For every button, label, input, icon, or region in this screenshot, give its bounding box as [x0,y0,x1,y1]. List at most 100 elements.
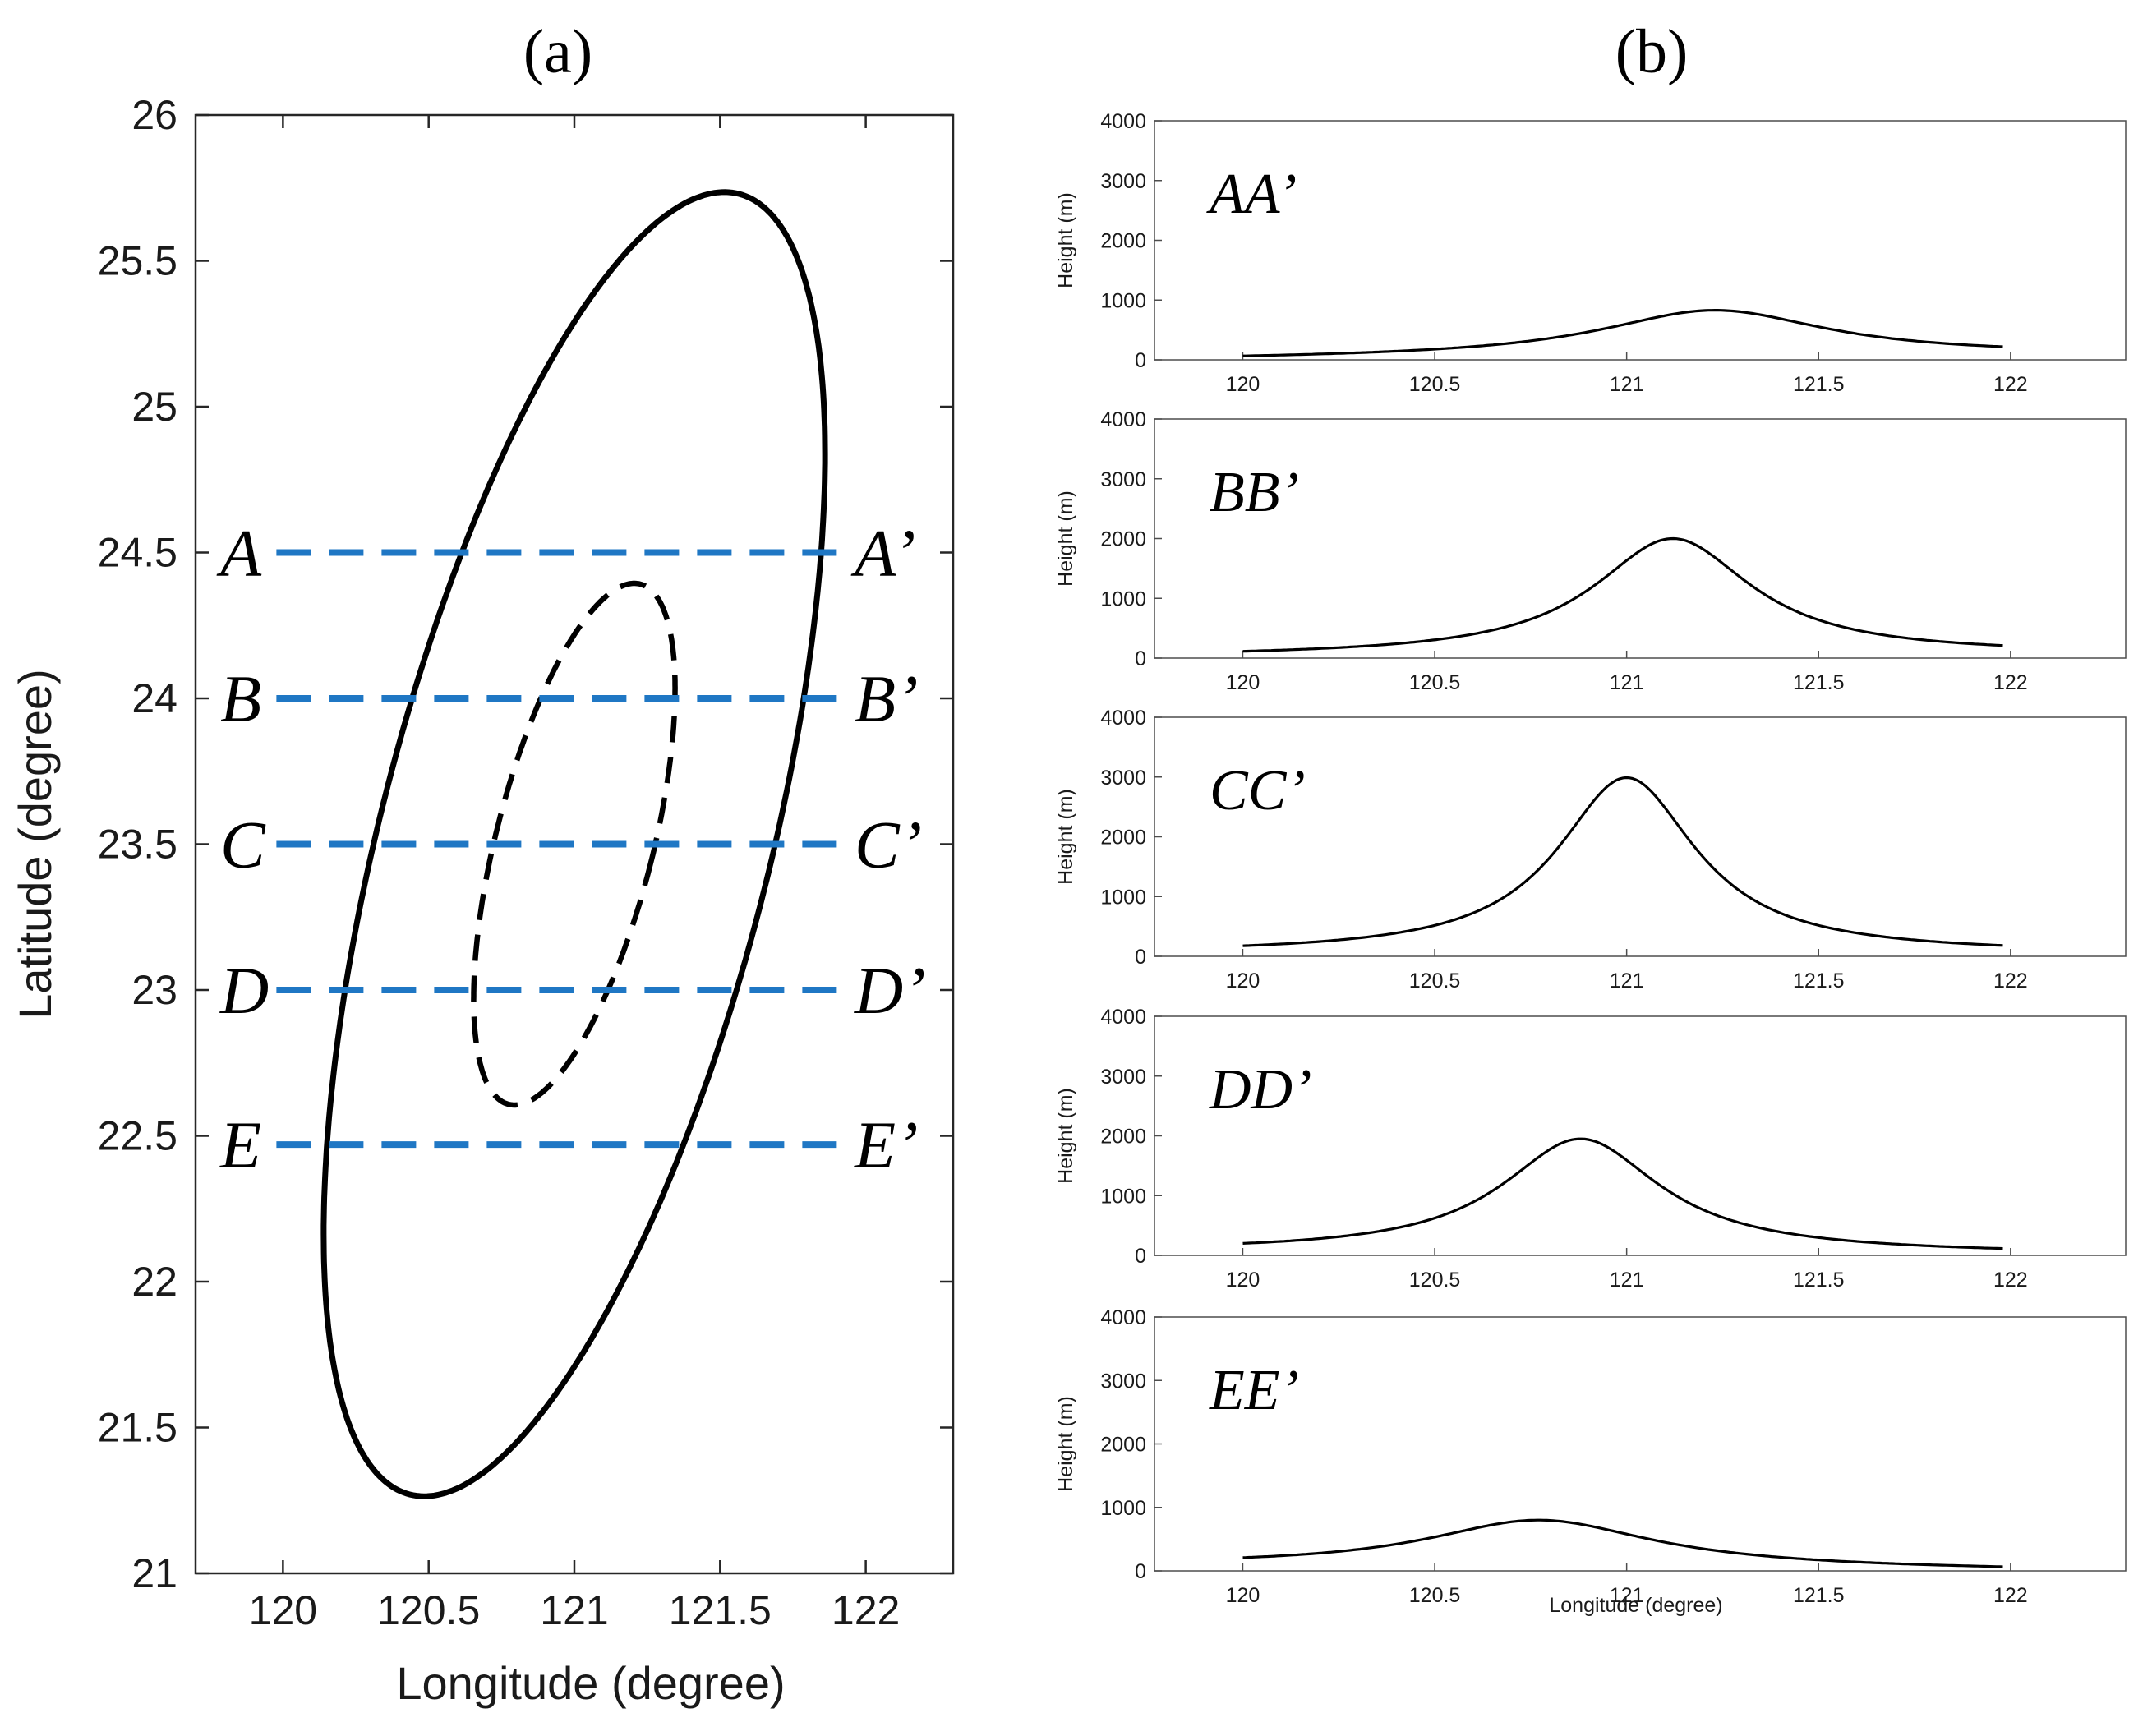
profile-subplot: 0 1000 2000 3000 4000 120 120.5 121 121.5 122 Heig… [1054,110,2127,396]
section-start-label: D [219,953,269,1028]
profile-subplot: 0 1000 2000 3000 4000 120 120.5 121 121.5 122 Heig… [1054,1006,2127,1292]
section-start-label: E [219,1107,261,1182]
profile-ytick-label: 0 [1135,1560,1146,1583]
section-end-label: B’ [855,661,918,736]
panel-a-ytick-label: 22.5 [98,1113,177,1159]
profile-xtick-label: 120 [1226,1584,1260,1607]
profile-ytick-label: 1000 [1100,886,1146,909]
profile-xtick-label: 120.5 [1409,671,1461,694]
profile-ytick-label: 3000 [1100,1066,1146,1089]
section-start-label: A [216,516,262,591]
profile-curve [1242,536,2003,653]
profile-curve [1242,1518,2003,1568]
profile-xtick-label: 120 [1226,969,1260,992]
profile-ylabel: Height (m) [1054,1396,1077,1492]
profile-subplot: 0 1000 2000 3000 4000 120 120.5 121 121.5 122 Heig… [1054,707,2127,992]
profile-xtick-label: 121 [1610,969,1644,992]
profile-ylabel: Height (m) [1054,490,1077,587]
profile-ytick-label: 4000 [1100,1306,1146,1329]
panel-a-ylabel: Latitude (degree) [9,669,61,1020]
profile-ytick-label: 0 [1135,1245,1146,1268]
profile-xtick-label: 120.5 [1409,1269,1461,1292]
profile-xtick-label: 122 [1993,1584,2028,1607]
panel-b-label: (b) [1615,17,1689,86]
profile-xtick-label: 121.5 [1793,671,1845,694]
profile-ylabel: Height (m) [1054,1088,1077,1184]
profile-ytick-label: 2000 [1100,1126,1146,1149]
section-end-label: E’ [854,1107,918,1182]
panel-a-ytick-label: 23 [131,967,177,1013]
profile-ytick-label: 2000 [1100,1434,1146,1457]
panel-a-ytick-label: 26 [131,92,177,138]
profile-ytick-label: 4000 [1100,408,1146,431]
panel-a-xtick-label: 121.5 [669,1587,772,1633]
profile-xtick-label: 121 [1610,1269,1644,1292]
profile-subplot: 0 1000 2000 3000 4000 120 120.5 121 121.5 122 Heig… [1054,408,2127,694]
profile-ytick-label: 3000 [1100,1370,1146,1393]
panel-a-xtick-label: 122 [832,1587,900,1633]
section-end-label: C’ [855,808,922,882]
profile-ytick-label: 0 [1135,349,1146,372]
section-end-label: D’ [854,953,926,1028]
profile-xtick-label: 122 [1993,969,2028,992]
profile-ylabel: Height (m) [1054,789,1077,885]
inner-ellipse-dashed [471,580,678,1108]
profile-ytick-label: 1000 [1100,587,1146,610]
panel-a-ytick-label: 23.5 [98,822,177,868]
panel-a-ytick-label: 25 [131,384,177,430]
profile-xtick-label: 120.5 [1409,1584,1461,1607]
profile-ytick-label: 4000 [1100,110,1146,133]
profile-ytick-label: 4000 [1100,707,1146,730]
panel-a-xtick-label: 121 [540,1587,608,1633]
panel-a-ytick-label: 24.5 [98,530,177,576]
profile-ytick-label: 4000 [1100,1006,1146,1029]
profile-curve [1242,776,2003,947]
profile-curve [1242,1137,2003,1250]
panel-a-label: (a) [523,17,592,86]
profile-xtick-label: 121.5 [1793,969,1845,992]
panel-a-ytick-label: 22 [131,1259,177,1305]
profile-xtick-label: 121.5 [1793,1269,1845,1292]
panel-b-xlabel: Longitude (degree) [1549,1594,1722,1617]
profile-subplot: 0 1000 2000 3000 4000 120 120.5 121 121.5 122 Heig… [1054,1306,2127,1607]
profile-ytick-label: 1000 [1100,1497,1146,1520]
panel-a-ytick-label: 21 [131,1550,177,1596]
panel-a-xlabel: Longitude (degree) [396,1657,785,1709]
profile-xtick-label: 121 [1610,1584,1644,1607]
section-start-label: B [220,661,261,736]
profile-ytick-label: 2000 [1100,827,1146,850]
profile-ytick-label: 3000 [1100,468,1146,491]
profile-xtick-label: 120 [1226,1269,1260,1292]
panel-a: (a) 120 120.5 121 121.5 122 21 21.5 22 22.5 23 23.5… [9,17,955,1709]
profile-ytick-label: 2000 [1100,230,1146,253]
outer-ellipse [320,189,828,1499]
profile-ytick-label: 0 [1135,946,1146,969]
profile-xtick-label: 121.5 [1793,373,1845,396]
profile-name: BB’ [1210,461,1299,524]
section-start-label: C [220,808,266,882]
section-end-label: A’ [850,516,915,591]
profile-xtick-label: 122 [1993,1269,2028,1292]
profile-ylabel: Height (m) [1054,192,1077,288]
profile-ytick-label: 1000 [1100,289,1146,312]
panel-a-ytick-label: 24 [131,675,177,721]
profile-ytick-label: 3000 [1100,767,1146,790]
panel-a-xtick-label: 120.5 [377,1587,480,1633]
profile-curve [1242,309,2003,357]
panel-a-xtick-label: 120 [249,1587,317,1633]
profile-ytick-label: 0 [1135,647,1146,670]
panel-a-ytick-label: 25.5 [98,238,177,284]
profile-ytick-label: 1000 [1100,1185,1146,1208]
profile-ytick-label: 3000 [1100,170,1146,193]
profile-xtick-label: 120.5 [1409,373,1461,396]
profile-xtick-label: 120 [1226,671,1260,694]
profile-name: AA’ [1206,163,1297,226]
profile-xtick-label: 121 [1610,671,1644,694]
profile-xtick-label: 120.5 [1409,969,1461,992]
profile-name: EE’ [1209,1359,1299,1422]
profile-xtick-label: 121.5 [1793,1584,1845,1607]
profile-xtick-label: 122 [1993,373,2028,396]
profile-name: CC’ [1210,759,1306,822]
profile-xtick-label: 122 [1993,671,2028,694]
